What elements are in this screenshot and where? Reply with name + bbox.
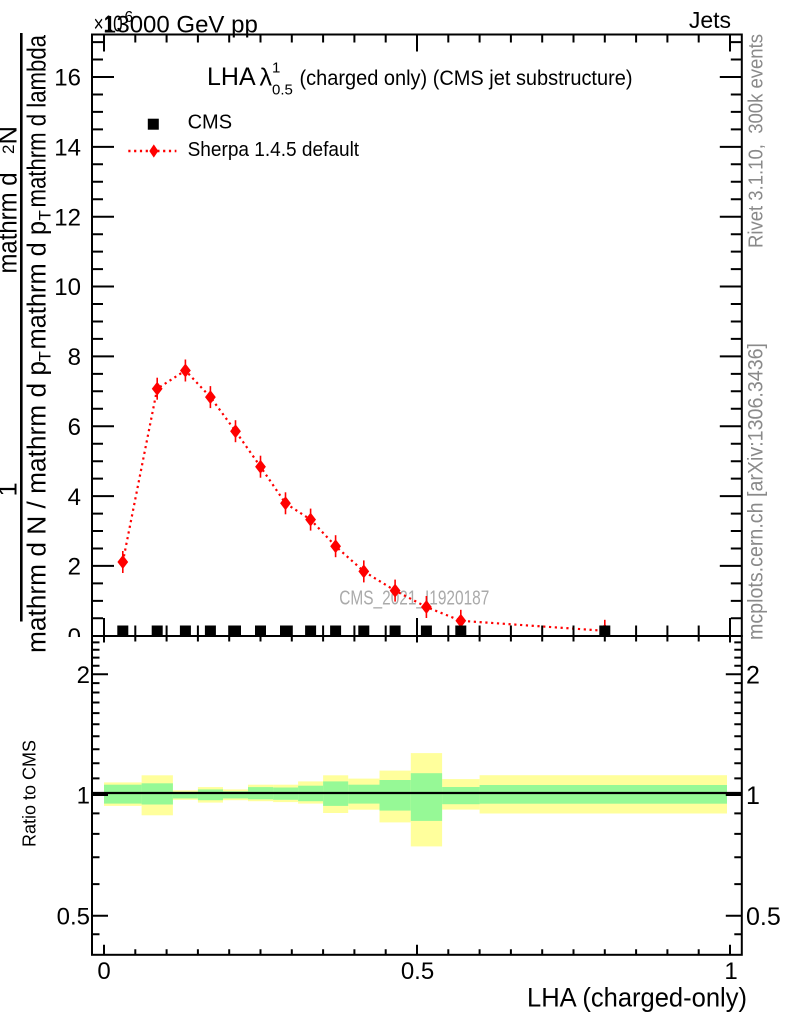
svg-text:LHA: LHA xyxy=(207,63,256,91)
svg-text:λ: λ xyxy=(260,64,273,92)
svg-text:6: 6 xyxy=(68,414,81,441)
svg-text:1: 1 xyxy=(77,783,90,810)
svg-text:N: N xyxy=(0,126,23,144)
svg-text:mathrm d lambda: mathrm d lambda xyxy=(24,34,52,207)
svg-text:4: 4 xyxy=(68,484,81,511)
svg-text:1: 1 xyxy=(724,958,737,985)
svg-text:2: 2 xyxy=(77,662,90,689)
svg-text:0.5: 0.5 xyxy=(401,958,434,985)
svg-text:1: 1 xyxy=(0,482,23,496)
svg-text:mcplots.cern.ch [arXiv:1306.34: mcplots.cern.ch [arXiv:1306.3436] xyxy=(744,343,768,640)
svg-text:0.5: 0.5 xyxy=(746,903,781,931)
svg-text:T: T xyxy=(36,210,55,220)
svg-text:0.5: 0.5 xyxy=(57,904,90,931)
svg-text:mathrm d p: mathrm d p xyxy=(24,221,52,350)
svg-text:×10: ×10 xyxy=(94,10,123,36)
svg-text:2: 2 xyxy=(0,145,18,154)
svg-text:10: 10 xyxy=(54,274,81,301)
svg-text:14: 14 xyxy=(54,135,81,162)
svg-text:0.5: 0.5 xyxy=(272,82,293,99)
svg-text:12: 12 xyxy=(54,204,81,231)
svg-text:Ratio to CMS: Ratio to CMS xyxy=(20,740,40,847)
svg-text:LHA (charged-only): LHA (charged-only) xyxy=(527,983,747,1013)
svg-text:0: 0 xyxy=(97,958,110,985)
svg-text:CMS: CMS xyxy=(188,112,232,134)
svg-text:16: 16 xyxy=(54,65,81,92)
svg-text:Sherpa 1.4.5 default: Sherpa 1.4.5 default xyxy=(188,139,360,161)
svg-text:(charged only) (CMS jet substr: (charged only) (CMS jet substructure) xyxy=(300,67,633,90)
svg-text:CMS_2021_I1920187: CMS_2021_I1920187 xyxy=(339,588,489,610)
svg-text:mathrm d: mathrm d xyxy=(0,173,23,274)
svg-text:Jets: Jets xyxy=(689,7,731,33)
svg-text:1: 1 xyxy=(746,782,760,810)
svg-text:1: 1 xyxy=(272,59,280,76)
svg-text:Rivet 3.1.10, 300k events: Rivet 3.1.10, 300k events xyxy=(745,34,768,248)
svg-text:2: 2 xyxy=(68,554,81,581)
svg-text:mathrm d N / mathrm d p: mathrm d N / mathrm d p xyxy=(24,361,52,653)
svg-text:2: 2 xyxy=(746,661,760,689)
svg-text:6: 6 xyxy=(125,9,134,26)
svg-text:8: 8 xyxy=(68,344,81,371)
svg-text:T: T xyxy=(36,351,55,361)
